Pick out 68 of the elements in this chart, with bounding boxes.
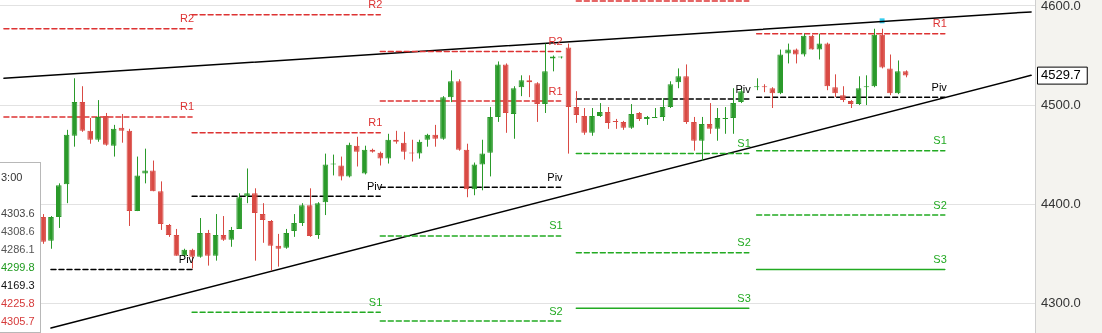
candlestick	[698, 116, 705, 162]
series-label: Piv	[367, 179, 383, 192]
candlestick	[40, 213, 46, 245]
candlestick	[785, 43, 791, 64]
candlestick	[244, 167, 250, 204]
series-label: S2	[933, 198, 947, 211]
series-label: S1	[368, 295, 383, 308]
candlestick	[385, 133, 391, 165]
candlestick	[448, 69, 454, 103]
y-tick-label: 4300.0	[1041, 294, 1081, 310]
series-label: S2	[549, 304, 563, 317]
candlestick	[204, 229, 211, 267]
annotation: 4305.7	[1, 314, 35, 328]
candlestick	[832, 73, 838, 98]
series-label: Piv	[547, 170, 564, 183]
series-label: Piv	[735, 82, 752, 95]
series-label: R1	[548, 84, 563, 97]
candlestick	[400, 131, 407, 161]
text: 4529.7	[1041, 67, 1081, 83]
candlestick	[110, 124, 117, 158]
candlestick	[142, 148, 148, 184]
candlestick	[800, 33, 807, 57]
candlestick	[252, 187, 258, 262]
candlestick	[291, 213, 297, 238]
candlestick	[87, 117, 93, 145]
series-label: R1	[932, 17, 947, 30]
candlestick	[589, 107, 595, 137]
series-label: S1	[933, 134, 947, 147]
candlestick	[628, 103, 635, 130]
annotation: 4286.1	[1, 242, 35, 256]
annotation: 4299.8	[1, 260, 35, 274]
annotation: 4308.6	[1, 224, 35, 238]
candlestick	[150, 160, 156, 192]
candlestick	[283, 228, 290, 250]
candlestick	[675, 67, 682, 89]
candlestick	[432, 124, 438, 148]
candlestick	[691, 116, 697, 152]
series-label: S3	[933, 253, 947, 266]
candlestick	[338, 156, 344, 181]
series-label: R2	[368, 0, 383, 11]
candlestick	[887, 54, 893, 96]
annotation: 4303.6	[1, 206, 35, 220]
candlestick	[573, 90, 580, 124]
annotation: 4225.8	[1, 296, 35, 310]
candlestick	[228, 226, 235, 248]
candlestick	[534, 81, 540, 123]
series-label: R1	[368, 116, 383, 129]
candlestick	[894, 59, 901, 95]
series-label: S3	[737, 291, 751, 304]
annotation: 4169.3	[1, 278, 35, 292]
annotation: 3:00	[1, 170, 23, 184]
candlestick	[48, 215, 54, 250]
series-label: Piv	[931, 80, 948, 93]
series-label: S2	[737, 236, 751, 249]
candlestick	[581, 107, 587, 136]
candlestick	[730, 87, 736, 135]
series-label: R1	[180, 100, 195, 113]
candlestick	[353, 136, 360, 167]
y-tick-label: 4400.0	[1041, 195, 1081, 211]
candlestick	[479, 139, 486, 191]
candlestick	[95, 99, 101, 143]
series-label: S1	[549, 219, 563, 232]
y-tick-label: 4500.0	[1041, 96, 1081, 112]
y-tick-label: 4600.0	[1041, 0, 1081, 13]
candlestick	[299, 202, 305, 227]
series-label: R2	[180, 12, 195, 25]
series-label: S1	[737, 137, 751, 150]
candlestick	[197, 217, 203, 259]
